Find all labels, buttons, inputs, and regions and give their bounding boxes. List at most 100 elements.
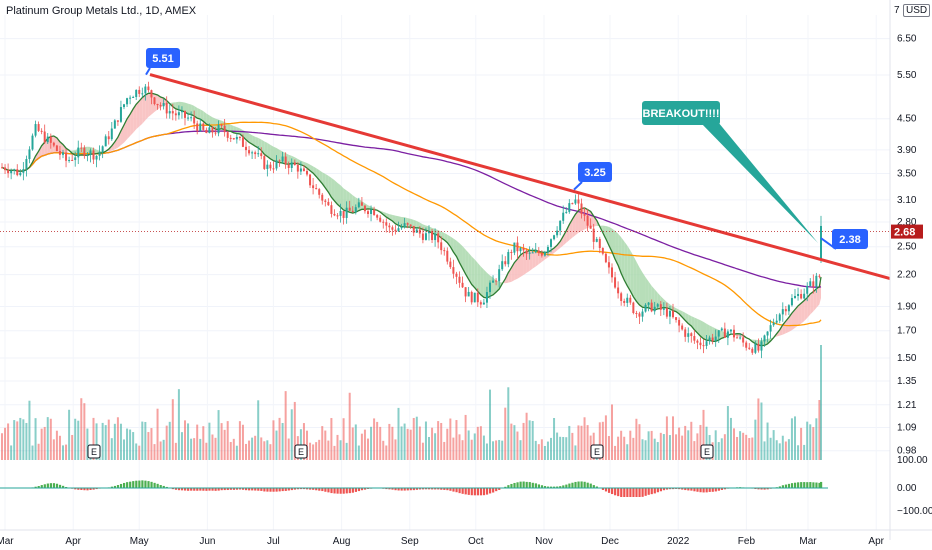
osc-bar: [272, 488, 275, 492]
ma-mid-line: [1, 121, 822, 327]
osc-bar: [409, 488, 412, 491]
x-tick-label: Feb: [738, 536, 756, 547]
cloud-segment: [346, 190, 350, 213]
candle-body: [248, 150, 251, 154]
osc-bar: [257, 488, 260, 491]
osc-bar: [180, 488, 184, 491]
x-tick-label: Nov: [535, 536, 553, 547]
osc-bar: [260, 488, 263, 491]
osc-bar: [757, 488, 760, 490]
annotation-high-pointer: [145, 67, 151, 76]
candle-body: [729, 329, 732, 332]
volume-bar: [687, 430, 690, 460]
volume-bar: [766, 422, 769, 460]
candle-body: [501, 261, 504, 270]
candle-body: [763, 335, 766, 342]
candle-body: [89, 150, 92, 155]
candle-body: [626, 297, 629, 303]
cloud-segment: [816, 286, 820, 308]
osc-bar: [34, 486, 37, 488]
candle-body: [132, 96, 135, 98]
volume-bar: [757, 398, 760, 460]
volume-bar: [376, 421, 379, 460]
candle-body: [379, 217, 382, 222]
candle-body: [40, 130, 43, 132]
candle-body: [315, 188, 318, 190]
volume-bar: [263, 441, 266, 460]
candle-body: [745, 342, 748, 348]
candle-body: [733, 329, 735, 338]
osc-bar: [156, 483, 159, 488]
volume-bar: [22, 419, 25, 460]
candle-body: [287, 164, 290, 168]
candle-body: [507, 252, 510, 265]
cloud-segment: [627, 245, 631, 291]
volume-bar: [245, 443, 247, 460]
volume-bar: [461, 440, 464, 460]
volume-bar: [13, 420, 16, 460]
currency-badge[interactable]: USD: [903, 4, 931, 17]
candle-body: [820, 225, 822, 261]
cloud-segment: [563, 230, 567, 246]
cloud-segment: [178, 101, 182, 111]
volume-bar: [409, 429, 412, 460]
y-tick-label: 3.10: [897, 195, 917, 206]
volume-bar: [190, 438, 193, 460]
candle-body: [34, 124, 37, 136]
candle-body: [638, 313, 641, 317]
volume-bar: [150, 428, 153, 460]
earnings-marker-label: E: [704, 447, 710, 457]
candle-body: [284, 156, 287, 165]
candle-body: [800, 293, 803, 299]
candle-body: [77, 147, 80, 158]
candle-body: [342, 210, 345, 218]
volume-bar: [726, 406, 729, 460]
volume-bar: [83, 403, 86, 460]
cloud-segment: [554, 245, 558, 253]
volume-bar: [348, 392, 351, 460]
volume-bar: [370, 426, 373, 460]
volume-bar: [281, 423, 284, 460]
volume-bar: [315, 442, 318, 460]
osc-bar: [415, 488, 418, 490]
candle-body: [153, 97, 156, 105]
x-tick-label: Aug: [333, 536, 351, 547]
osc-bar: [424, 488, 428, 490]
candle-body: [424, 233, 427, 240]
volume-bar: [611, 404, 613, 460]
volume-bar: [797, 445, 800, 460]
candle-body: [431, 231, 434, 241]
osc-bar: [357, 488, 361, 492]
osc-bar: [668, 488, 672, 490]
volume-bar: [220, 423, 223, 460]
candle-body: [565, 211, 568, 213]
volume-bar: [238, 421, 241, 460]
candle-body: [409, 224, 412, 226]
volume-bar: [31, 445, 34, 460]
volume-bar: [751, 437, 754, 460]
volume-bar: [614, 445, 617, 460]
candle-body: [504, 261, 507, 265]
osc-bar: [614, 488, 617, 496]
candle-body: [144, 86, 147, 94]
volume-bar: [162, 439, 165, 460]
volume-bar: [498, 439, 501, 460]
y-tick-label: 3.50: [897, 168, 917, 179]
candle-body: [174, 113, 177, 116]
volume-bar: [763, 441, 766, 460]
volume-bar: [251, 437, 254, 460]
osc-bar: [284, 488, 287, 491]
cloud-segment: [181, 101, 185, 113]
volume-bar: [449, 418, 452, 460]
volume-bar: [684, 425, 687, 460]
cloud-segment: [666, 302, 670, 309]
osc-bar: [449, 488, 452, 491]
osc-bar: [339, 488, 342, 494]
candle-body: [211, 127, 214, 133]
osc-bar: [797, 482, 800, 488]
volume-bar: [312, 444, 315, 460]
candle-body: [312, 185, 315, 189]
osc-bar: [778, 486, 781, 488]
osc-bar: [623, 488, 626, 497]
